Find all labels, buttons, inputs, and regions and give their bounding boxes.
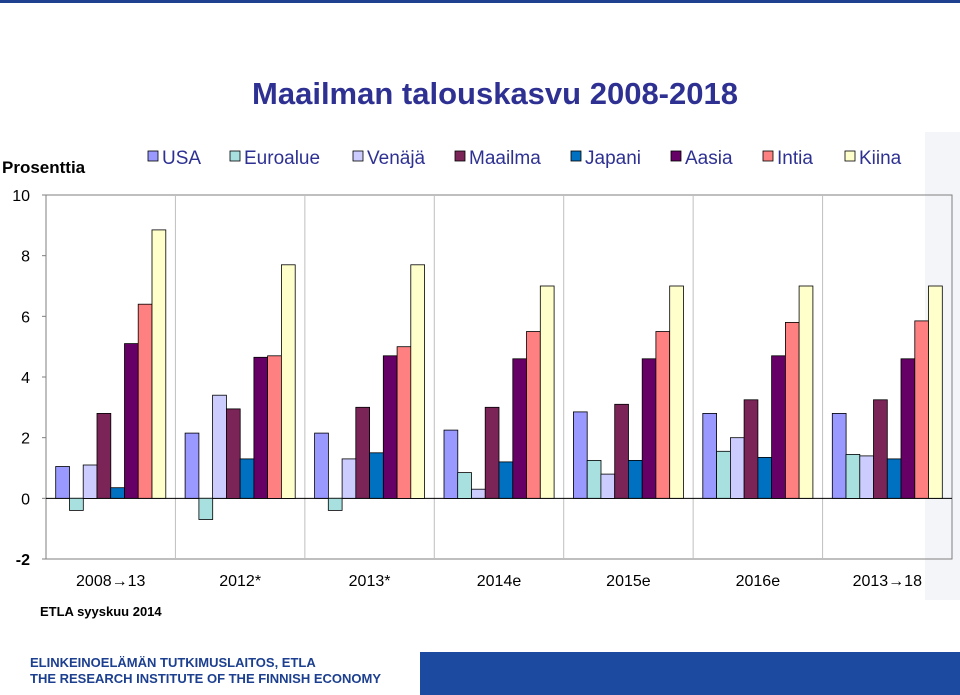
x-tick-label: 2015e	[606, 573, 651, 590]
bar-aasia-2	[382, 355, 398, 499]
bar-venäjä-1	[212, 394, 227, 499]
legend-label-usa: USA	[162, 148, 201, 169]
bar-euroalue-5	[716, 450, 731, 499]
footer-org-fi: ELINKEINOELÄMÄN TUTKIMUSLAITOS, ETLA	[30, 655, 316, 670]
bar-kiina-6	[928, 285, 943, 499]
chart-axis: -2 0 2 4 6 8 10 2008→13 2012* 2013* 2014e 2015e 2016…	[12, 188, 922, 590]
bar-euroalue-6	[845, 453, 861, 499]
bar-kiina-2	[410, 264, 425, 499]
bar-usa-5	[702, 412, 717, 499]
legend-label-venäjä: Venäjä	[367, 148, 426, 169]
footer-org-en: THE RESEARCH INSTITUTE OF THE FINNISH EC…	[30, 671, 382, 686]
y-tick-label: -2	[16, 552, 30, 569]
bar-venäjä-6	[859, 455, 874, 499]
bar-aasia-4	[641, 358, 657, 499]
legend-swatch-usa	[147, 150, 159, 162]
legend-label-japani: Japani	[585, 148, 641, 169]
bar-venäjä-3	[471, 488, 486, 499]
bar-maailma-5	[743, 399, 759, 499]
legend-swatch-euroalue	[229, 150, 241, 162]
x-tick-label: 2008→13	[76, 573, 145, 590]
bar-kiina-5	[798, 285, 814, 499]
bar-venäjä-5	[730, 437, 745, 499]
source-note: ETLA syyskuu 2014	[40, 604, 162, 619]
bar-usa-3	[443, 429, 459, 499]
bar-usa-6	[831, 412, 847, 499]
bar-japani-1	[239, 458, 255, 499]
bar-japani-6	[886, 458, 902, 499]
bar-chart: USA Euroalue Venäjä Maailma Japani Aasia Intia…	[12, 148, 953, 590]
bar-maailma-4	[614, 403, 629, 499]
bar-euroalue-2	[327, 497, 343, 511]
legend-swatch-venäjä	[352, 150, 364, 162]
x-tick-label: 2012*	[219, 573, 261, 590]
legend-label-maailma: Maailma	[469, 148, 541, 169]
bar-kiina-3	[539, 285, 555, 499]
bar-usa-2	[314, 432, 329, 499]
bar-euroalue-3	[457, 472, 472, 499]
bar-kiina-1	[280, 264, 296, 499]
bar-maailma-0	[96, 412, 112, 499]
bar-intia-1	[267, 355, 282, 499]
legend-swatch-maailma	[454, 150, 466, 162]
y-tick-label: 8	[21, 249, 30, 266]
bar-intia-2	[396, 346, 412, 499]
bar-intia-4	[655, 331, 671, 499]
legend-swatch-aasia	[670, 150, 682, 162]
bar-japani-2	[369, 452, 384, 499]
bar-kiina-4	[669, 285, 684, 499]
y-tick-label: 0	[21, 491, 30, 508]
legend-label-kiina: Kiina	[859, 148, 902, 169]
y-tick-label: 2	[21, 431, 30, 448]
bar-maailma-2	[355, 406, 370, 499]
legend-swatch-kiina	[844, 150, 856, 162]
legend-swatch-japani	[570, 150, 582, 162]
bar-euroalue-4	[586, 459, 602, 499]
bar-intia-6	[914, 320, 929, 499]
bar-intia-0	[137, 303, 153, 499]
legend-label-aasia: Aasia	[685, 148, 733, 169]
bar-venäjä-0	[82, 464, 98, 499]
x-tick-label: 2013*	[349, 573, 391, 590]
bar-kiina-0	[151, 229, 167, 499]
plot-area	[45, 194, 953, 560]
bar-maailma-1	[225, 408, 241, 499]
bar-euroalue-0	[69, 497, 84, 511]
top-rule	[0, 0, 960, 3]
bar-venäjä-4	[600, 473, 616, 499]
x-tick-label: 2014e	[477, 573, 522, 590]
bar-aasia-6	[900, 358, 916, 499]
bar-japani-4	[628, 459, 643, 499]
legend-label-euroalue: Euroalue	[244, 148, 320, 169]
footer-band	[420, 652, 960, 695]
y-axis-label: Prosenttia	[2, 158, 86, 177]
bar-usa-4	[573, 411, 588, 499]
bar-japani-3	[498, 461, 514, 499]
bar-usa-1	[184, 432, 200, 499]
bar-usa-0	[55, 466, 70, 499]
bar-japani-0	[110, 487, 125, 499]
legend-swatch-intia	[762, 150, 774, 162]
bar-aasia-1	[253, 356, 269, 499]
bar-maailma-3	[484, 406, 500, 499]
bar-aasia-3	[512, 358, 527, 499]
bar-aasia-5	[771, 355, 786, 499]
bar-japani-5	[757, 456, 773, 499]
x-tick-label: 2013→18	[853, 573, 922, 590]
y-tick-label: 6	[21, 309, 30, 326]
legend-label-intia: Intia	[777, 148, 813, 169]
slide-title: Maailman talouskasvu 2008-2018	[252, 76, 738, 111]
plot-frame	[45, 194, 953, 560]
y-tick-label: 4	[21, 370, 30, 387]
x-tick-label: 2016e	[736, 573, 781, 590]
y-tick-label: 10	[12, 188, 30, 205]
bar-intia-3	[526, 331, 541, 499]
chart-legend: USA Euroalue Venäjä Maailma Japani Aasia Intia…	[147, 148, 902, 169]
bar-intia-5	[785, 321, 800, 499]
bar-euroalue-1	[198, 497, 214, 520]
bar-venäjä-2	[341, 458, 357, 499]
bar-maailma-6	[873, 399, 888, 499]
bar-aasia-0	[124, 343, 139, 499]
